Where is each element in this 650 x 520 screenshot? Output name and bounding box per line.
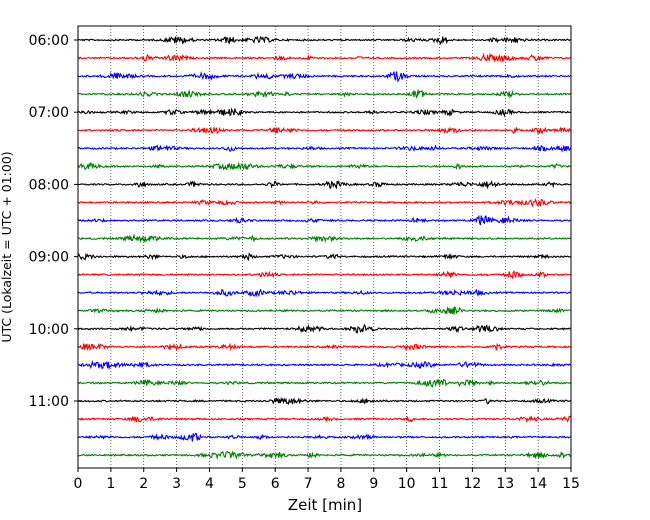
plot-frame (77, 25, 572, 469)
x-tick-label: 12 (463, 476, 481, 492)
trace-lines (77, 35, 572, 461)
y-tick-label: 06:00 (29, 33, 69, 49)
y-tick-label: 11:00 (29, 394, 69, 410)
x-tick-label: 5 (238, 476, 247, 492)
trace-line (77, 432, 571, 442)
y-tick-label: 09:00 (29, 250, 69, 266)
trace-line (77, 415, 572, 423)
x-tick-label: 15 (562, 476, 580, 492)
trace-line (77, 288, 571, 298)
x-tick-label: 7 (304, 476, 313, 492)
x-tick-label: 4 (205, 476, 214, 492)
x-tick-label: 3 (172, 476, 181, 492)
trace-line (77, 71, 572, 83)
x-tick-label: 10 (398, 476, 416, 492)
x-tick-label: 13 (496, 476, 514, 492)
trace-line (77, 125, 572, 136)
x-tick-label: 8 (336, 476, 345, 492)
trace-line (77, 198, 572, 208)
trace-line (77, 305, 571, 316)
x-tick-label: 11 (431, 476, 449, 492)
trace-line (77, 233, 572, 244)
trace-line (77, 450, 572, 461)
trace-line (77, 378, 571, 388)
x-tick-label: 1 (106, 476, 115, 492)
x-axis-title: Zeit [min] (288, 496, 362, 514)
x-tick-label: 14 (529, 476, 547, 492)
x-tick-label: 0 (74, 476, 83, 492)
trace-line (77, 52, 571, 63)
x-tick-label: 6 (271, 476, 280, 492)
y-tick-label: 07:00 (29, 105, 69, 121)
trace-line (77, 270, 572, 280)
trace-line (77, 323, 572, 334)
trace-line (77, 144, 572, 153)
trace-line (77, 214, 572, 226)
trace-line (77, 252, 571, 262)
y-axis-ticks: 06:00 07:00 08:00 09:00 10:00 11:00 (29, 33, 78, 410)
trace-line (77, 89, 571, 99)
y-axis-title: UTC (Lokalzeit = UTC + 01:00) (0, 151, 14, 342)
x-tick-label: 9 (369, 476, 378, 492)
trace-line (77, 161, 571, 171)
trace-line (77, 35, 572, 46)
trace-line (77, 107, 571, 118)
trace-line (77, 359, 572, 371)
trace-line (77, 342, 571, 352)
y-tick-label: 10:00 (29, 322, 69, 338)
x-tick-label: 2 (139, 476, 148, 492)
trace-line (77, 396, 572, 405)
y-tick-label: 08:00 (29, 177, 69, 193)
trace-line (77, 179, 571, 190)
x-axis-ticks: 0 1 2 3 4 5 6 7 8 9 10 11 12 13 14 15 (74, 468, 580, 492)
